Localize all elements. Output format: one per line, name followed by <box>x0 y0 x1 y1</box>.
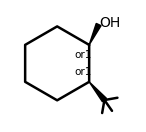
Text: or1: or1 <box>74 50 91 60</box>
Polygon shape <box>89 82 106 102</box>
Text: OH: OH <box>99 16 121 30</box>
Polygon shape <box>89 23 101 45</box>
Text: or1: or1 <box>74 67 91 77</box>
